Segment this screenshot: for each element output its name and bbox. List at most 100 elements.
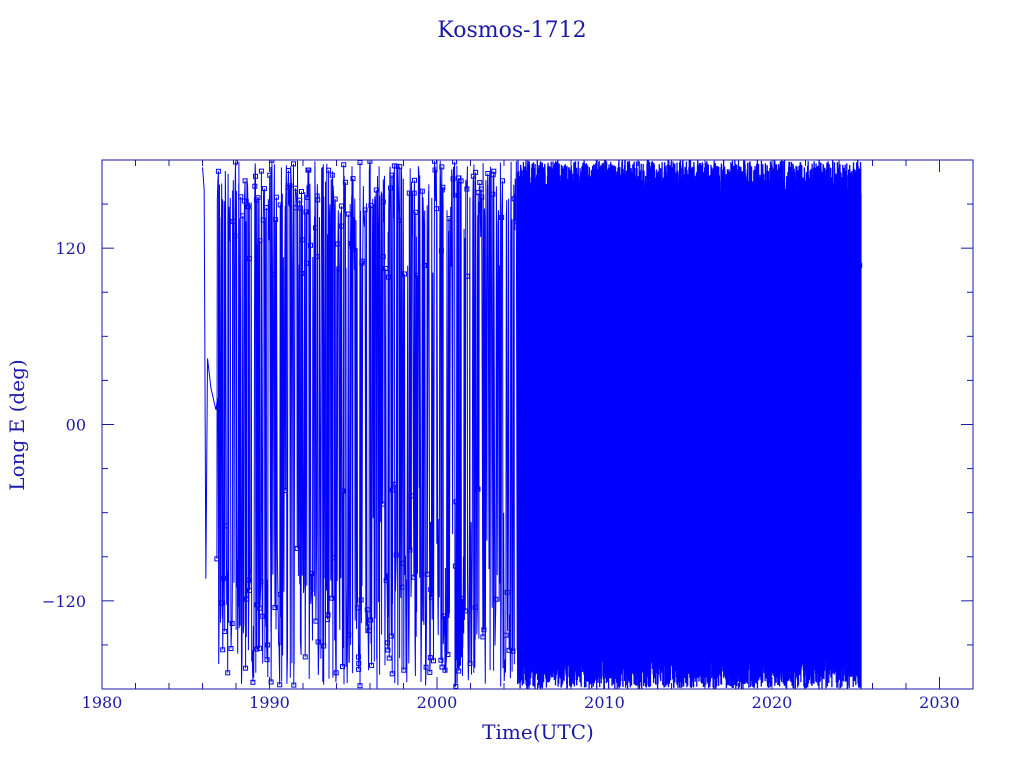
series-marker [464,273,470,279]
series-marker [360,258,366,264]
plot-area [202,160,863,689]
series-marker [389,671,395,677]
series-marker [411,574,417,580]
series-marker [380,501,386,507]
x-tick-labels: 1980 1990 2000 2010 2020 2030 [82,693,960,712]
series-marker [332,196,338,202]
series-marker [698,418,704,424]
series-marker [219,600,225,606]
series-marker [357,683,363,689]
series-marker [452,160,458,165]
series-marker [313,225,318,231]
series-marker [292,185,298,191]
series-marker [350,176,356,182]
series-marker [358,597,364,603]
series-marker [314,254,320,260]
y-tick-labels: 120 00 −120 [42,239,86,611]
series-marker [456,175,461,181]
series-marker [776,408,782,414]
x-tick-label: 2010 [584,693,625,712]
series-marker [252,183,258,189]
x-tick-label: 2000 [417,693,458,712]
series-marker [225,670,231,676]
series-marker [739,310,745,316]
series-marker [472,604,478,610]
series-marker [302,654,308,660]
series-marker [477,180,483,186]
series-marker [258,168,264,174]
series-marker [393,552,399,558]
series-marker [335,241,341,247]
series-marker [458,178,464,184]
series-marker [464,186,470,192]
series-marker [368,617,374,623]
series-marker [229,621,235,626]
series-marker [700,372,706,378]
series-marker [401,667,407,673]
series-marker [459,596,465,602]
series-marker [338,203,344,209]
series-marker [291,161,296,167]
series-marker [672,289,678,295]
series-marker [452,563,458,569]
series-marker [362,207,368,213]
y-axis-label: Long E (deg) [5,359,29,490]
series-marker [277,682,283,688]
series-marker [243,665,249,671]
series-marker [273,194,279,200]
series-marker [385,640,391,646]
series-marker [735,396,741,402]
series-marker [263,205,269,211]
series-marker [462,608,468,614]
series-marker [383,578,389,583]
series-marker [660,315,666,321]
series-marker [434,206,440,212]
series-marker [620,361,626,367]
series-marker [299,189,304,194]
series-marker [399,584,405,590]
series-marker [297,197,303,203]
series-marker [424,571,430,577]
series-marker [261,186,267,192]
series-marker [348,241,354,246]
series-marker [214,556,220,562]
series-marker [277,592,283,597]
series-marker [455,192,461,198]
series-marker [421,263,427,268]
series-marker [220,647,226,653]
series-marker [389,487,395,493]
series-marker [701,295,706,301]
series-marker [446,216,452,222]
series-marker [380,254,386,260]
series-marker [257,605,263,611]
series-marker [286,168,291,173]
series-marker [240,213,246,219]
series-marker [510,648,516,654]
series-marker [264,657,270,663]
series-marker [811,462,817,468]
series-marker [259,613,265,619]
series-marker [326,167,332,173]
series-marker [450,176,456,182]
series-marker [222,629,228,634]
series-marker [267,172,273,178]
series-marker [333,670,339,676]
series-marker [223,523,229,529]
series-marker [265,642,271,648]
series-marker [277,202,283,208]
series-marker [338,223,344,229]
series-marker [493,596,499,602]
series-marker [250,679,256,685]
series-marker [325,617,330,622]
series-marker [366,628,372,634]
series-marker [356,666,362,672]
series-marker [691,338,696,344]
series-marker [513,218,519,224]
series-marker [304,260,309,266]
x-axis-label: Time(UTC) [482,720,594,744]
series-marker [313,618,319,624]
series-marker [254,646,260,652]
series-marker [427,669,433,675]
series-marker [827,337,833,343]
